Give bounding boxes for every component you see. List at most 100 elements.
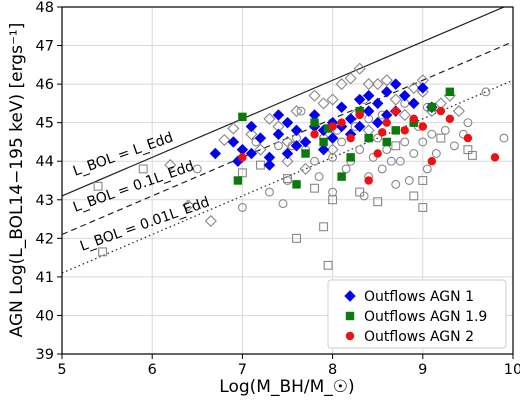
data-point — [272, 109, 285, 121]
data-point — [399, 89, 411, 102]
y-axis-label: AGN Log(L_BOL14−195 keV) [ergs⁻¹] — [7, 23, 27, 338]
data-point — [254, 143, 267, 156]
data-point — [418, 137, 428, 147]
data-point — [427, 157, 437, 166]
data-point — [391, 141, 401, 151]
data-point — [319, 222, 329, 232]
data-point — [373, 133, 383, 143]
data-point — [359, 191, 369, 201]
data-point — [264, 187, 274, 197]
data-point — [317, 97, 330, 110]
data-point — [382, 137, 391, 147]
data-point — [371, 116, 384, 129]
data-point — [337, 172, 346, 181]
data-point — [422, 164, 432, 174]
data-point — [371, 97, 384, 110]
data-point — [463, 118, 473, 128]
data-point — [344, 113, 357, 125]
data-point — [417, 82, 429, 94]
legend-label: Outflows AGN 1 — [364, 289, 474, 305]
data-point — [292, 180, 301, 189]
data-point — [296, 106, 306, 116]
data-point — [337, 118, 346, 127]
series-circle — [238, 106, 500, 185]
data-point — [326, 93, 339, 106]
data-point — [390, 78, 402, 90]
data-point — [436, 106, 446, 116]
data-point — [204, 214, 217, 228]
data-point — [245, 147, 258, 160]
data-point — [395, 156, 405, 166]
data-point — [382, 118, 391, 127]
x-tick-label: 7 — [238, 362, 247, 378]
data-point — [209, 147, 222, 160]
data-point — [391, 179, 401, 189]
data-point — [373, 197, 383, 207]
data-point — [431, 149, 441, 158]
data-point — [427, 129, 437, 139]
data-point — [344, 72, 357, 85]
data-point — [290, 140, 303, 152]
y-tick-label: 42 — [36, 231, 54, 247]
legend-label: Outflows AGN 2 — [364, 329, 474, 345]
legend-marker — [344, 290, 356, 302]
data-point — [310, 130, 319, 139]
data-point — [328, 152, 338, 162]
legend-box — [327, 279, 507, 349]
data-point — [380, 74, 393, 87]
data-point — [427, 103, 437, 112]
data-point — [272, 128, 285, 140]
y-tick-label: 46 — [36, 77, 54, 93]
data-point — [233, 176, 243, 185]
data-point — [314, 172, 324, 182]
data-point — [227, 122, 240, 135]
data-point — [323, 260, 333, 270]
data-point — [364, 176, 373, 185]
data-point — [335, 78, 348, 91]
data-point — [274, 141, 283, 151]
data-point — [164, 159, 177, 172]
data-point — [310, 183, 320, 193]
data-point — [371, 78, 384, 91]
data-point — [391, 106, 400, 116]
y-tick-label: 48 — [36, 0, 54, 16]
data-point — [328, 122, 337, 131]
data-point — [391, 126, 400, 135]
data-point — [400, 126, 409, 135]
data-point — [237, 203, 247, 212]
data-point — [353, 120, 366, 133]
data-point — [310, 156, 320, 166]
data-point — [490, 153, 500, 162]
data-point — [400, 137, 410, 147]
data-point — [353, 93, 366, 106]
data-point — [409, 114, 418, 124]
data-point — [238, 153, 247, 162]
data-point — [281, 155, 294, 168]
data-point — [463, 133, 473, 143]
series-open-diamond — [164, 62, 465, 228]
y-tick-label: 43 — [36, 193, 54, 209]
data-point — [281, 147, 294, 160]
data-point — [346, 133, 355, 143]
data-point — [355, 145, 365, 155]
data-point — [418, 203, 428, 212]
y-axis: 39 40 41 42 43 44 45 46 47 48 — [36, 0, 62, 363]
y-tick-label: 45 — [36, 116, 54, 132]
data-point — [445, 114, 455, 124]
data-point — [377, 164, 387, 174]
data-point — [499, 133, 509, 143]
data-point — [283, 176, 292, 185]
data-point — [408, 97, 420, 110]
data-point — [317, 143, 330, 156]
data-point — [278, 199, 288, 209]
data-points — [93, 62, 509, 270]
data-point — [218, 133, 231, 147]
y-tick-label: 40 — [36, 308, 54, 324]
data-point — [436, 133, 446, 143]
data-point — [138, 164, 148, 174]
x-tick-label: 8 — [328, 362, 337, 378]
data-point — [377, 128, 387, 137]
y-tick-label: 47 — [36, 39, 54, 55]
data-point — [409, 191, 419, 201]
data-point — [290, 105, 303, 118]
